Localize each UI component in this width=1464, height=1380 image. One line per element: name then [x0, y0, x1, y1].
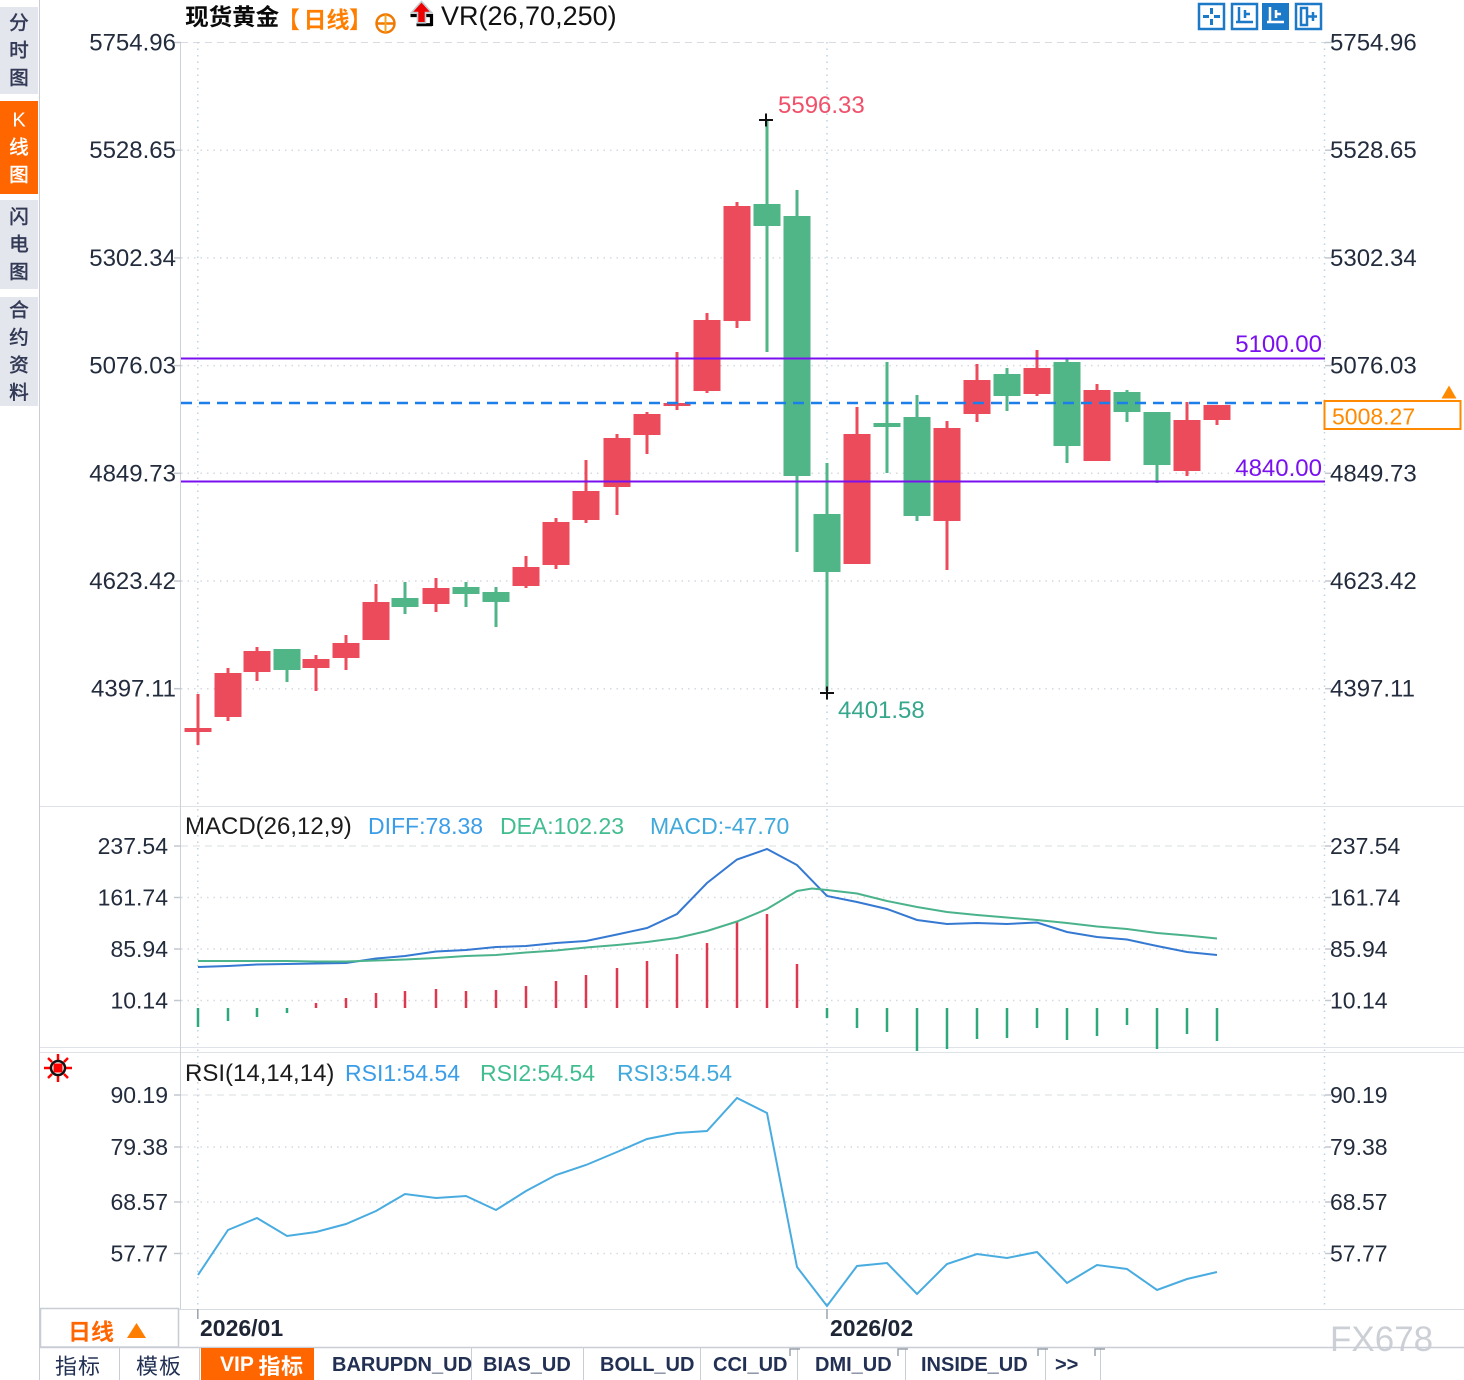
svg-text:5528.65: 5528.65: [89, 137, 176, 164]
svg-text:85.94: 85.94: [110, 936, 168, 962]
svg-text:10.14: 10.14: [110, 988, 168, 1014]
svg-text:2026/02: 2026/02: [830, 1315, 913, 1341]
svg-text:VR(26,70,250): VR(26,70,250): [441, 1, 617, 31]
svg-text:10.14: 10.14: [1330, 988, 1388, 1014]
svg-text:VIP: VIP: [220, 1353, 254, 1376]
svg-text:RSI2:54.54: RSI2:54.54: [480, 1060, 595, 1086]
svg-text:57.77: 57.77: [110, 1241, 168, 1267]
svg-text:4397.11: 4397.11: [1330, 676, 1415, 703]
svg-text:90.19: 90.19: [110, 1082, 168, 1108]
svg-text:BARUPDN_UD: BARUPDN_UD: [332, 1354, 472, 1376]
svg-text:237.54: 237.54: [98, 833, 169, 859]
svg-text:MACD(26,12,9): MACD(26,12,9): [185, 813, 352, 840]
svg-text:4397.11: 4397.11: [91, 676, 176, 703]
svg-text:5100.00: 5100.00: [1235, 331, 1322, 358]
svg-text:DMI_UD: DMI_UD: [815, 1354, 892, 1376]
svg-text:RSI3:54.54: RSI3:54.54: [617, 1060, 732, 1086]
svg-text:BOLL_UD: BOLL_UD: [600, 1354, 694, 1376]
svg-text:68.57: 68.57: [1330, 1189, 1388, 1215]
svg-text:>>: >>: [1055, 1354, 1078, 1376]
svg-text:57.77: 57.77: [1330, 1241, 1388, 1267]
svg-text:161.74: 161.74: [98, 885, 169, 911]
svg-text:5754.96: 5754.96: [89, 30, 176, 57]
svg-text:RSI1:54.54: RSI1:54.54: [345, 1060, 460, 1086]
svg-text:5076.03: 5076.03: [89, 353, 176, 380]
svg-text:90.19: 90.19: [1330, 1082, 1388, 1108]
svg-text:5754.96: 5754.96: [1330, 30, 1417, 57]
svg-text:5596.33: 5596.33: [778, 92, 865, 119]
svg-text:2026/01: 2026/01: [200, 1315, 283, 1341]
svg-text:5528.65: 5528.65: [1330, 137, 1417, 164]
svg-text:68.57: 68.57: [110, 1189, 168, 1215]
svg-text:85.94: 85.94: [1330, 936, 1388, 962]
svg-text:4623.42: 4623.42: [89, 568, 176, 595]
svg-text:K: K: [12, 110, 26, 132]
svg-text:DEA:102.23: DEA:102.23: [500, 813, 624, 839]
svg-text:INSIDE_UD: INSIDE_UD: [921, 1354, 1028, 1376]
svg-text:MACD:-47.70: MACD:-47.70: [650, 813, 789, 839]
svg-text:FX678: FX678: [1330, 1320, 1433, 1359]
svg-text:BIAS_UD: BIAS_UD: [483, 1354, 571, 1376]
svg-text:4401.58: 4401.58: [838, 697, 925, 724]
svg-text:79.38: 79.38: [1330, 1134, 1388, 1160]
svg-text:RSI(14,14,14): RSI(14,14,14): [185, 1060, 334, 1087]
svg-text:161.74: 161.74: [1330, 885, 1401, 911]
svg-text:4840.00: 4840.00: [1235, 455, 1322, 482]
svg-text:5008.27: 5008.27: [1332, 404, 1415, 430]
svg-text:4623.42: 4623.42: [1330, 568, 1417, 595]
svg-text:4849.73: 4849.73: [89, 460, 176, 487]
svg-text:5302.34: 5302.34: [1330, 245, 1417, 272]
svg-text:237.54: 237.54: [1330, 833, 1401, 859]
svg-text:CCI_UD: CCI_UD: [713, 1354, 787, 1376]
svg-text:4849.73: 4849.73: [1330, 460, 1417, 487]
svg-text:5302.34: 5302.34: [89, 245, 176, 272]
svg-text:DIFF:78.38: DIFF:78.38: [368, 813, 483, 839]
svg-text:79.38: 79.38: [110, 1134, 168, 1160]
svg-text:5076.03: 5076.03: [1330, 353, 1417, 380]
